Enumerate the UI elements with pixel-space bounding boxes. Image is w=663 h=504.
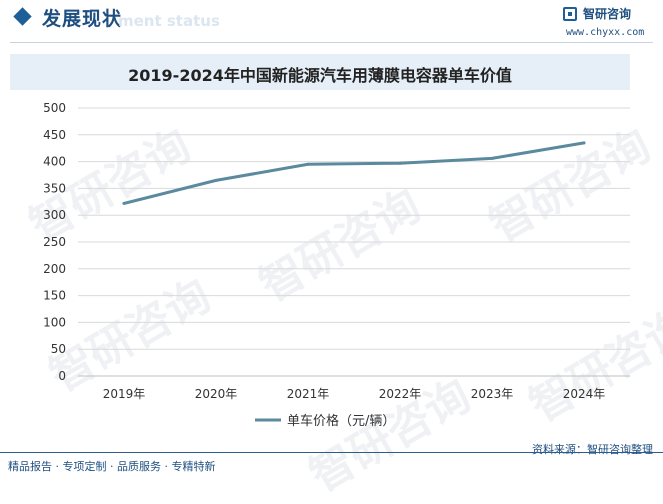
data-point	[122, 201, 126, 205]
y-tick-label: 300	[43, 208, 66, 222]
legend-label: 单车价格（元/辆）	[287, 413, 395, 429]
header-bar: 发展现状 ment status 智研咨询 www.chyxx.com	[0, 0, 663, 44]
brand-url: www.chyxx.com	[566, 27, 645, 38]
data-point	[306, 162, 310, 166]
x-tick-label: 2019年	[103, 387, 146, 401]
y-tick-label: 250	[43, 235, 66, 249]
data-point	[398, 161, 402, 165]
data-point	[582, 141, 586, 145]
y-tick-label: 400	[43, 155, 66, 169]
x-tick-label: 2022年	[379, 387, 422, 401]
y-tick-label: 200	[43, 262, 66, 276]
x-tick-label: 2021年	[287, 387, 330, 401]
header-divider	[10, 42, 653, 43]
y-tick-label: 500	[43, 101, 66, 115]
legend-layer: 单车价格（元/辆）	[255, 413, 395, 429]
x-tick-label: 2020年	[195, 387, 238, 401]
footer-divider	[0, 452, 663, 453]
y-tick-label: 450	[43, 128, 66, 142]
line-chart: 0 50 100 150 200 250 300 350 400 450 500 2019年 2020年…	[43, 101, 630, 429]
grid-layer	[78, 107, 630, 350]
y-tick-label: 150	[43, 289, 66, 303]
y-tick-label: 350	[43, 181, 66, 195]
chart-title: 2019-2024年中国新能源汽车用薄膜电容器单车价值	[128, 66, 512, 85]
axis-layer: 0 50 100 150 200 250 300 350 400 450 500 2019年 2020年…	[43, 101, 630, 401]
source-note: 资料来源：智研咨询整理	[532, 443, 653, 456]
x-tick-label: 2024年	[563, 387, 606, 401]
brand-logo-icon	[563, 7, 577, 21]
y-tick-label: 50	[51, 342, 66, 356]
series-layer	[122, 141, 586, 205]
data-point	[490, 156, 494, 160]
section-ghost-text: ment status	[118, 12, 220, 30]
chart-title-band	[10, 54, 630, 90]
data-point	[214, 178, 218, 182]
y-tick-label: 100	[43, 315, 66, 329]
section-title: 发展现状	[42, 8, 123, 30]
footer-slogan: 精品报告 · 专项定制 · 品质服务 · 专精特新	[8, 460, 216, 473]
y-tick-label: 0	[58, 369, 66, 383]
series-line	[122, 141, 586, 205]
brand-name: 智研咨询	[583, 7, 632, 21]
x-tick-label: 2023年	[471, 387, 514, 401]
